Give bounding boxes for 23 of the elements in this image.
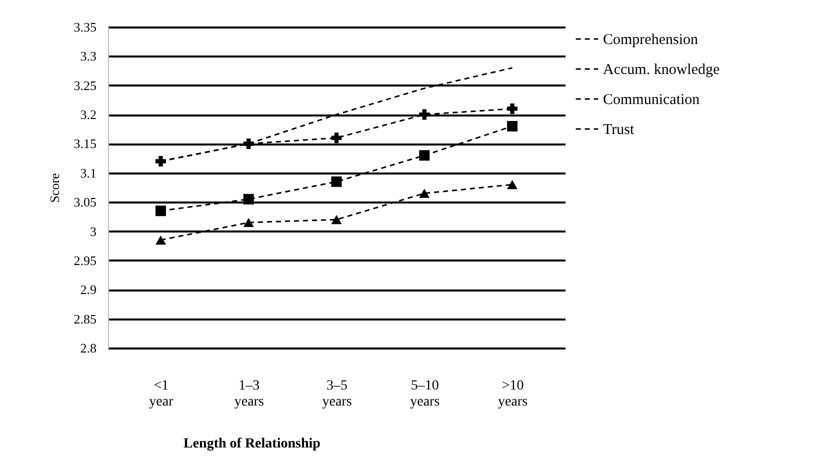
x-tick-label: >10 years [498, 378, 528, 410]
x-tick-label: <1 year [149, 378, 174, 410]
y-tick-label: 3.35 [74, 20, 96, 34]
legend-label: Comprehension [603, 32, 698, 48]
y-tick-label: 2.9 [80, 282, 96, 298]
y-tick-label: 2.8 [80, 340, 96, 356]
y-tick-label: 3.15 [74, 136, 96, 152]
y-tick-label: 3.1 [80, 165, 96, 180]
y-tick-label: 2.95 [74, 252, 96, 268]
legend-label: Communication [603, 92, 700, 108]
y-tick-label: 3 [90, 224, 96, 239]
x-tick-label: 1–3 years [234, 378, 264, 410]
y-tick-label: 3.05 [74, 194, 96, 210]
y-tick-label: 3.2 [80, 107, 96, 122]
x-axis-title: Length of Relationship [184, 436, 321, 452]
x-tick-label: 3–5 years [322, 378, 352, 410]
y-tick-label: 2.85 [74, 311, 96, 326]
legend-label: Accum. knowledge [603, 62, 720, 78]
x-tick-label: 5–10 years [410, 378, 440, 410]
legend-label: Trust [603, 122, 635, 138]
y-tick-label: 3.25 [74, 78, 96, 93]
y-axis-title: Score [46, 172, 62, 203]
y-tick-label: 3.3 [80, 48, 96, 64]
